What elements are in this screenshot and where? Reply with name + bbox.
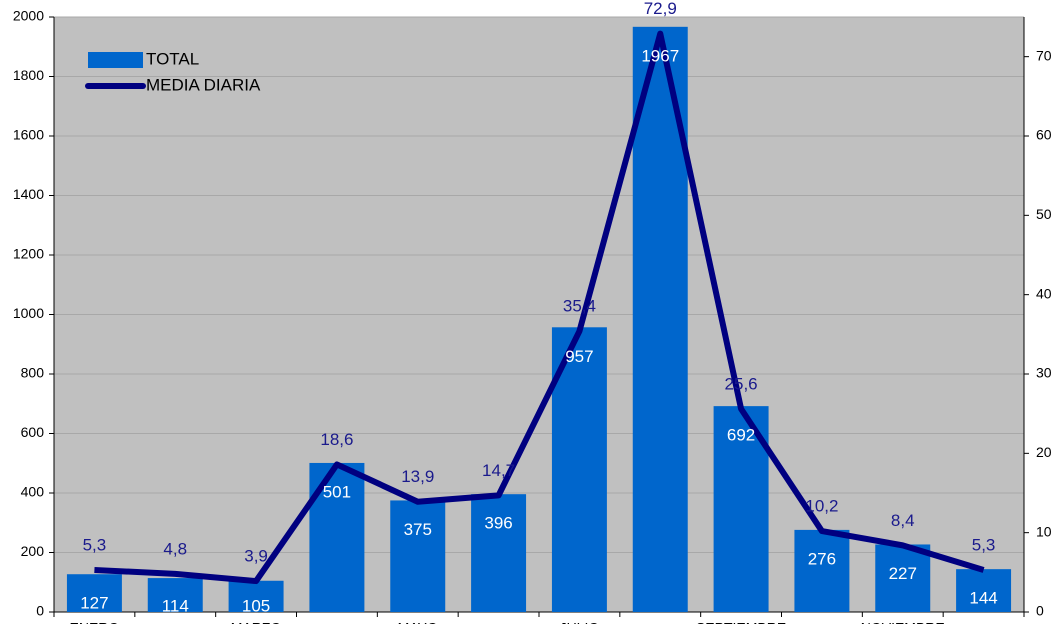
bar	[471, 494, 527, 612]
bar-label: 114	[162, 596, 189, 615]
y-tick-label: 400	[21, 484, 45, 500]
y-tick-label: 800	[21, 365, 45, 381]
bar-label: 127	[80, 594, 108, 613]
y2-tick-label: 40	[1036, 285, 1052, 301]
line-label: 4,8	[163, 539, 187, 558]
line-label: 10,2	[805, 497, 838, 516]
bar	[390, 500, 446, 612]
y-tick-label: 1800	[13, 67, 44, 83]
y2-tick-label: 30	[1036, 365, 1052, 381]
bar	[875, 544, 931, 612]
x-tick-label: MARZO	[231, 620, 282, 624]
x-tick-label: JULIO	[560, 620, 600, 624]
bar	[794, 529, 850, 612]
line-label: 18,6	[320, 430, 353, 449]
y2-tick-label: 70	[1036, 47, 1052, 63]
y2-tick-label: 10	[1036, 523, 1052, 539]
x-tick-label: ENERO	[70, 620, 120, 624]
line	[94, 30, 985, 585]
line-label: 14,7	[482, 461, 515, 480]
y-tick-label: 200	[21, 543, 45, 559]
bar	[66, 574, 122, 612]
line-label: 8,4	[891, 511, 915, 530]
y2-tick-label: 0	[1036, 603, 1044, 619]
legend-swatch	[88, 52, 143, 68]
line-label: 5,3	[83, 535, 107, 554]
legend-label: TOTAL	[146, 49, 199, 68]
line-label: 5,3	[972, 535, 996, 554]
line-label: 35,4	[563, 297, 596, 316]
bar-label: 276	[808, 549, 836, 568]
y-tick-label: 1600	[13, 127, 44, 143]
bar	[228, 580, 284, 612]
bar	[956, 569, 1012, 612]
bar-label: 105	[242, 596, 270, 615]
line-label: 13,9	[401, 467, 434, 486]
bar-label: 144	[969, 589, 997, 608]
legend-label: MEDIA DIARIA	[146, 75, 261, 94]
bar-label: 501	[323, 482, 351, 501]
bar-label: 396	[484, 514, 512, 533]
line-label: 25,6	[725, 374, 758, 393]
bar-label: 375	[404, 520, 432, 539]
y2-tick-label: 50	[1036, 206, 1052, 222]
y-tick-label: 1000	[13, 305, 44, 321]
bar-label: 1967	[641, 46, 679, 65]
y2-tick-label: 20	[1036, 444, 1052, 460]
y-tick-label: 1400	[13, 186, 44, 202]
line-label: 72,9	[644, 0, 677, 18]
y2-tick-label: 60	[1036, 127, 1052, 143]
bar	[147, 578, 203, 612]
y-tick-label: 2000	[13, 8, 44, 24]
y-tick-label: 600	[21, 424, 45, 440]
x-tick-label: SEPTIEMBRE	[696, 620, 786, 624]
y-tick-label: 1200	[13, 246, 44, 262]
bar-label: 957	[565, 347, 593, 366]
bar-label: 692	[727, 426, 755, 445]
line-label: 3,9	[244, 547, 268, 566]
bar-label: 227	[889, 564, 917, 583]
x-tick-label: MAYO	[398, 620, 438, 624]
y-tick-label: 0	[36, 603, 44, 619]
x-tick-label: NOVIEMBRE	[861, 620, 945, 624]
